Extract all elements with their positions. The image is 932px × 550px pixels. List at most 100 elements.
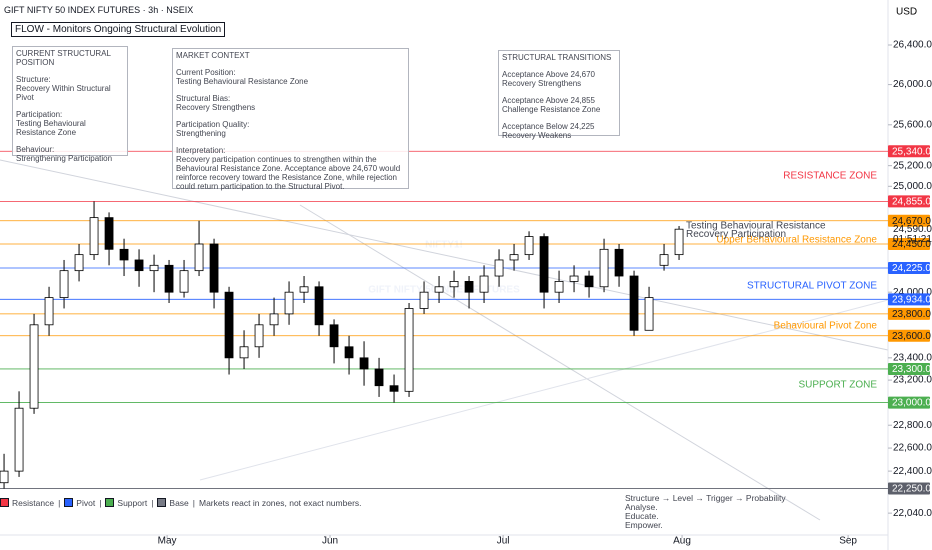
y-tick-label: 22,600.0: [893, 443, 932, 454]
panel-gap: [176, 86, 405, 94]
candle-body: [644, 297, 654, 331]
legend-separator: |: [151, 498, 154, 508]
annotation: Testing Behavioural Resistance: [686, 221, 826, 232]
level-label-bg: [888, 195, 930, 208]
candle-body: [614, 248, 624, 277]
legend-note: Markets react in zones, not exact number…: [199, 498, 362, 508]
candle-body: [59, 270, 69, 298]
countdown: 01:51:21: [893, 234, 932, 245]
footer-line: Analyse.: [625, 502, 658, 512]
candle-body: [194, 243, 204, 272]
panel-gap: [502, 62, 616, 70]
panel-gap: [176, 138, 405, 146]
candle-body: [29, 324, 39, 409]
zone-label: RESISTANCE ZONE: [783, 171, 877, 182]
legend-swatch: [157, 498, 167, 507]
candle-body: [284, 291, 294, 315]
candle-body: [344, 346, 354, 359]
level-label: 25,340.0: [892, 146, 931, 157]
trend-line: [299, 204, 821, 521]
zone-label: SUPPORT ZONE: [798, 380, 877, 391]
legend-label: Resistance: [12, 498, 55, 508]
candle-body: [329, 324, 339, 348]
footer-line: Empower.: [625, 520, 663, 530]
panel-gap: [16, 137, 124, 145]
level-label: 23,934.0: [892, 294, 931, 305]
candle-body: [629, 275, 639, 331]
candle-body: [584, 275, 594, 288]
candle-body: [524, 236, 534, 256]
panel-heading: STRUCTURAL TRANSITIONS: [502, 53, 612, 62]
candle-body: [449, 280, 459, 288]
panel-text: Testing Behavioural Resistance Zone: [16, 119, 86, 137]
watermark: NIFTY1!: [425, 240, 463, 251]
level-label: 23,600.0: [892, 331, 931, 342]
y-tick-label: 23,400.0: [893, 352, 932, 363]
candle-body: [269, 313, 279, 326]
panel-heading: CURRENT STRUCTURAL POSITION: [16, 49, 111, 67]
legend-label: Pivot: [76, 498, 96, 508]
panel-text: Acceptance Above 24,670: [502, 70, 595, 79]
footer-line: Structure → Level → Trigger → Probabilit…: [625, 493, 786, 503]
candle-body: [479, 275, 489, 293]
watermark: GIFT NIFTY 50 INDEX FUTURES: [368, 285, 520, 296]
candle-body: [239, 346, 249, 359]
level-label: 23,000.0: [892, 398, 931, 409]
candle-body: [539, 236, 549, 293]
footer: Structure → Level → Trigger → Probabilit…: [625, 494, 786, 530]
candle-body: [104, 217, 114, 250]
y-tick-label: 22,800.0: [893, 420, 932, 431]
level-label: 23,800.0: [892, 309, 931, 320]
transitions-panel: STRUCTURAL TRANSITIONS Acceptance Above 2…: [498, 50, 620, 140]
zone-label: STRUCTURAL PIVOT ZONE: [747, 281, 877, 292]
candle-body: [314, 286, 324, 326]
panel-text: Recovery Weakens: [502, 131, 572, 140]
candle-body: [254, 324, 264, 348]
level-label: 22,250.0: [892, 484, 931, 495]
level-label-bg: [888, 238, 930, 251]
candle-body: [419, 291, 429, 309]
y-tick-label: 22,400.0: [893, 466, 932, 477]
candle-body: [659, 254, 669, 266]
legend-separator: |: [99, 498, 102, 508]
candle-body: [179, 270, 189, 293]
zone-label: Upper Behavioural Resistance Zone: [716, 235, 877, 246]
panel-text: Interpretation:: [176, 146, 226, 155]
legend-swatch: [64, 498, 74, 507]
panel-text: Testing Behavioural Resistance Zone: [176, 77, 309, 86]
legend-label: Base: [169, 498, 189, 508]
candle-body: [599, 248, 609, 288]
candle-body: [134, 259, 144, 272]
candle-body: [164, 264, 174, 293]
y-tick-label: 26,400.0: [893, 40, 932, 51]
candle-body: [404, 308, 414, 392]
x-tick-label: Jul: [497, 536, 510, 547]
trend-line: [199, 299, 889, 481]
candle-body: [569, 275, 579, 282]
panel-text: Current Position:: [176, 68, 236, 77]
panel-text: Participation:: [16, 110, 63, 119]
panel-gap: [176, 60, 405, 68]
candle-body: [224, 291, 234, 359]
panel-gap: [176, 112, 405, 120]
indicator-title: FLOW - Monitors Ongoing Structural Evolu…: [11, 22, 226, 37]
level-label-bg: [888, 396, 930, 409]
level-label-bg: [888, 214, 930, 227]
candle-body: [374, 368, 384, 387]
candle-body: [494, 259, 504, 277]
level-label: 24,225.0: [892, 263, 931, 274]
panel-text: Recovery participation continues to stre…: [176, 155, 401, 191]
panel-text: Recovery Strengthens: [502, 79, 582, 88]
panel-text: Acceptance Above 24,855: [502, 96, 595, 105]
panel-heading: MARKET CONTEXT: [176, 51, 250, 60]
level-label: 24,450.0: [892, 239, 931, 250]
currency: USD: [896, 7, 917, 18]
level-label-bg: [888, 293, 930, 306]
candle-body: [509, 254, 519, 261]
candle-body: [74, 254, 84, 272]
y-tick-label: 25,600.0: [893, 119, 932, 130]
candle-body: [119, 248, 129, 261]
level-label-bg: [888, 261, 930, 274]
level-label-bg: [888, 329, 930, 342]
